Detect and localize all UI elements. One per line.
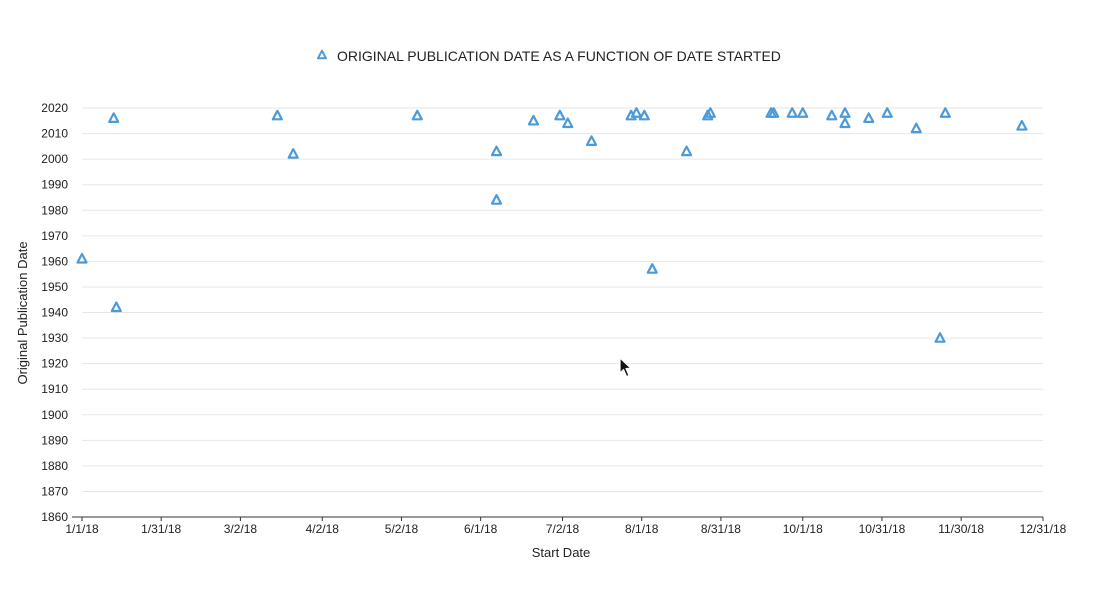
x-tick-label: 8/1/18 bbox=[625, 522, 659, 536]
data-point bbox=[910, 122, 922, 134]
y-tick-label: 1980 bbox=[41, 203, 68, 217]
data-point bbox=[881, 107, 893, 118]
data-point bbox=[702, 109, 714, 121]
data-point bbox=[704, 107, 716, 118]
data-point bbox=[863, 112, 875, 123]
data-point bbox=[110, 301, 122, 313]
data-point bbox=[287, 148, 299, 159]
y-tick-label: 1960 bbox=[41, 254, 68, 268]
axes bbox=[72, 516, 1044, 521]
data-point bbox=[490, 145, 503, 157]
data-point bbox=[839, 107, 851, 118]
data-point bbox=[768, 107, 780, 118]
y-tick-label: 1870 bbox=[41, 484, 68, 498]
y-tick-label: 1910 bbox=[41, 382, 68, 396]
y-tick-label: 1890 bbox=[41, 433, 68, 447]
data-point bbox=[108, 112, 120, 123]
legend: ORIGINAL PUBLICATION DATE AS A FUNCTION … bbox=[317, 48, 781, 64]
x-tick-label: 10/31/18 bbox=[859, 522, 906, 536]
y-tick-label: 1920 bbox=[41, 357, 68, 371]
x-tick-label: 8/31/18 bbox=[701, 522, 741, 536]
data-point bbox=[934, 332, 946, 343]
y-tick-label: 1860 bbox=[41, 510, 68, 524]
data-points bbox=[76, 107, 1028, 343]
y-tick-label: 2010 bbox=[41, 127, 68, 141]
y-tick-label: 1990 bbox=[41, 178, 68, 192]
x-tick-label: 1/1/18 bbox=[65, 522, 99, 536]
mouse-pointer-icon bbox=[619, 357, 632, 378]
data-point bbox=[680, 145, 693, 157]
data-point bbox=[562, 117, 574, 129]
x-tick-label: 7/2/18 bbox=[546, 522, 580, 536]
data-point bbox=[490, 194, 503, 205]
data-point bbox=[76, 252, 88, 264]
data-point bbox=[554, 109, 566, 121]
y-tick-label: 1970 bbox=[41, 229, 68, 243]
data-point bbox=[826, 109, 838, 121]
y-tick-label: 1930 bbox=[41, 331, 68, 345]
data-point bbox=[585, 135, 598, 146]
x-tick-label: 5/2/18 bbox=[385, 522, 419, 536]
data-point bbox=[1016, 119, 1028, 131]
y-tick-label: 1880 bbox=[41, 459, 68, 473]
legend-marker-triangle-icon bbox=[317, 49, 327, 60]
data-point bbox=[271, 109, 283, 121]
data-point bbox=[527, 114, 540, 126]
y-tick-label: 1900 bbox=[41, 408, 68, 422]
x-axis-title: Start Date bbox=[532, 545, 591, 560]
data-point bbox=[630, 107, 643, 118]
gridlines bbox=[82, 107, 1043, 492]
y-tick-label: 2000 bbox=[41, 152, 68, 166]
x-tick-label: 11/30/18 bbox=[938, 522, 984, 536]
y-axis-title: Original Publication Date bbox=[15, 241, 30, 384]
y-tick-label: 1950 bbox=[41, 280, 68, 294]
data-point bbox=[411, 109, 423, 121]
data-point bbox=[939, 107, 951, 118]
data-point bbox=[638, 109, 650, 121]
x-axis-tick-labels: 1/1/18 1/31/18 3/2/18 4/2/18 5/2/18 6/1/18 7/2… bbox=[65, 522, 1066, 536]
x-tick-label: 3/2/18 bbox=[224, 522, 258, 536]
x-tick-label: 12/31/18 bbox=[1020, 522, 1067, 536]
x-tick-label: 10/1/18 bbox=[783, 522, 823, 536]
x-tick-label: 6/1/18 bbox=[464, 522, 498, 536]
x-tick-label: 4/2/18 bbox=[306, 522, 340, 536]
y-axis-tick-labels: 1860 1870 1880 1890 1900 1910 1920 1930 1940 1950… bbox=[41, 101, 68, 524]
data-point bbox=[839, 117, 851, 129]
legend-label: ORIGINAL PUBLICATION DATE AS A FUNCTION … bbox=[337, 48, 781, 64]
data-point bbox=[646, 263, 658, 274]
x-tick-label: 1/31/18 bbox=[141, 522, 181, 536]
y-tick-label: 2020 bbox=[41, 101, 68, 115]
data-point bbox=[786, 107, 798, 118]
data-point bbox=[797, 107, 809, 118]
y-tick-label: 1940 bbox=[41, 306, 68, 320]
